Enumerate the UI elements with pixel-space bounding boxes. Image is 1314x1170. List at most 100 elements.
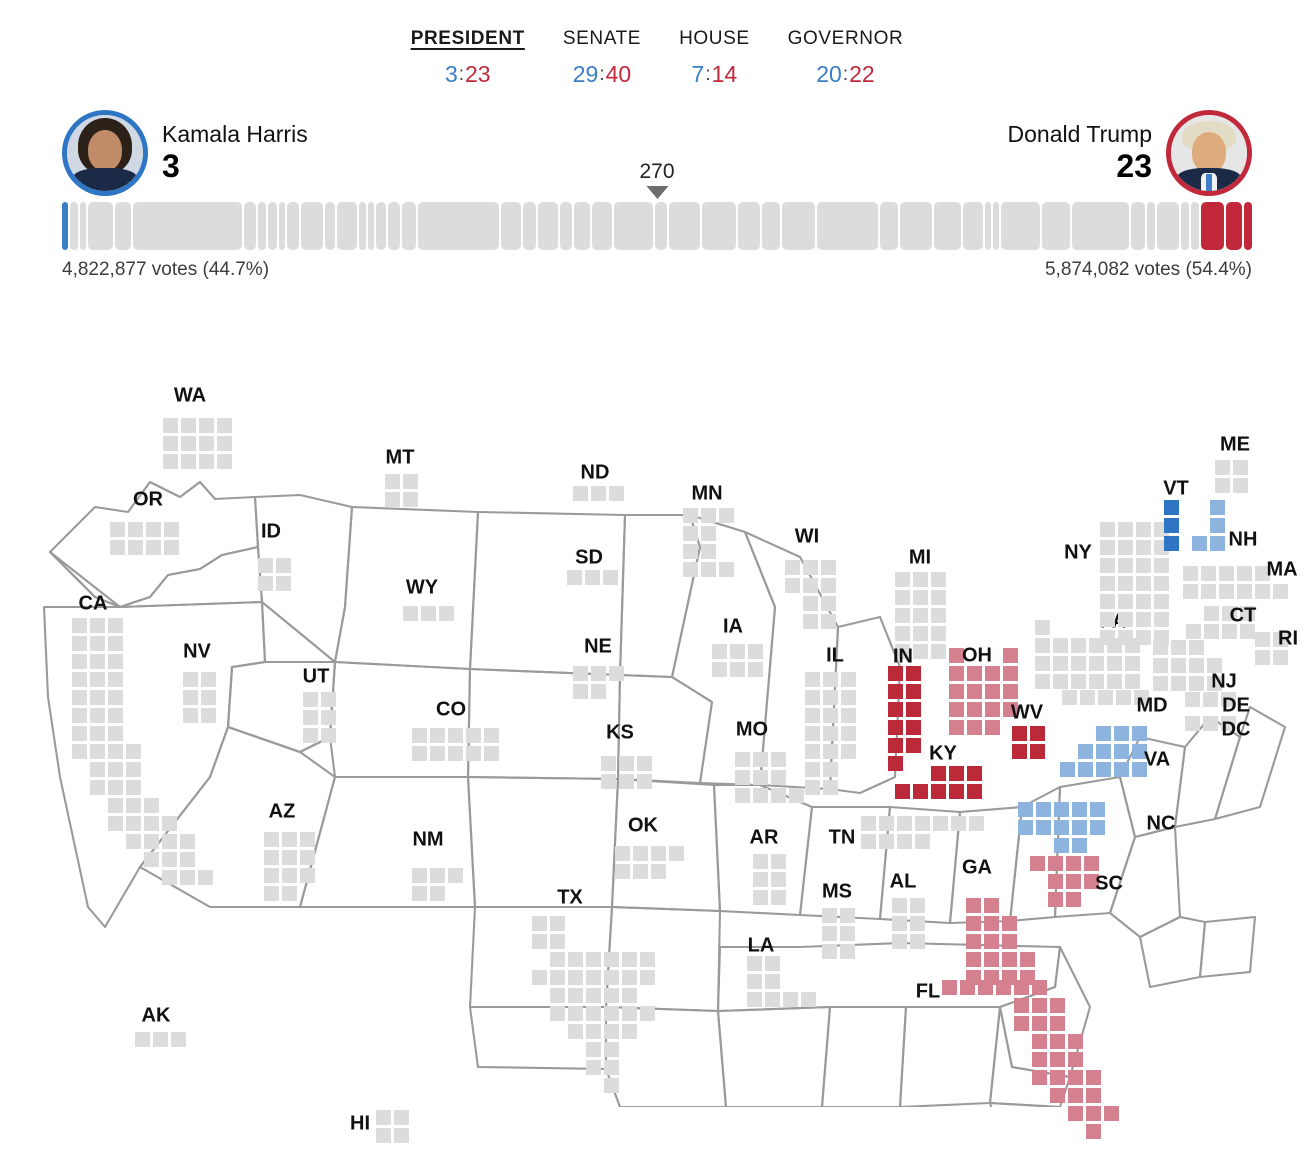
state-label-mn[interactable]: MN bbox=[691, 482, 723, 505]
state-label-ny[interactable]: NY bbox=[1064, 541, 1092, 564]
seat-bar[interactable] bbox=[62, 202, 1253, 250]
seat-bar-segment-ny[interactable] bbox=[1071, 202, 1129, 250]
state-label-ut[interactable]: UT bbox=[302, 665, 330, 688]
seat-bar-segment-fl[interactable] bbox=[816, 202, 878, 250]
us-electoral-map[interactable]: WA OR CA NV ID MT WY UT AZ NM CO ND SD NE KS OK TX MN IA MO… bbox=[0, 307, 1314, 1143]
seat-bar-segment-ms[interactable] bbox=[654, 202, 668, 250]
state-label-co[interactable]: CO bbox=[436, 698, 466, 721]
state-label-ms[interactable]: MS bbox=[822, 880, 852, 903]
seat-bar-segment-oh[interactable] bbox=[701, 202, 736, 250]
state-label-il[interactable]: IL bbox=[826, 644, 844, 667]
state-label-mt[interactable]: MT bbox=[385, 446, 415, 469]
seat-bar-segment-me[interactable] bbox=[1191, 202, 1200, 250]
seat-bar-segment-vt[interactable] bbox=[62, 202, 69, 250]
state-label-sd[interactable]: SD bbox=[575, 546, 603, 569]
state-label-de[interactable]: DE bbox=[1222, 694, 1250, 717]
seat-bar-segment-ks[interactable] bbox=[387, 202, 400, 250]
seat-bar-segment-pa[interactable] bbox=[1001, 202, 1040, 250]
seat-bar-segment-ma[interactable] bbox=[1156, 202, 1180, 250]
state-label-nv[interactable]: NV bbox=[183, 640, 211, 663]
state-label-or[interactable]: OR bbox=[133, 488, 163, 511]
state-label-al[interactable]: AL bbox=[889, 870, 917, 893]
seat-bar-segment-az[interactable] bbox=[300, 202, 324, 250]
race-tab-president[interactable]: PRESIDENT 3:23 bbox=[411, 28, 525, 88]
state-label-ga[interactable]: GA bbox=[962, 856, 992, 879]
seat-bar-segment-ga[interactable] bbox=[782, 202, 815, 250]
state-label-hi[interactable]: HI bbox=[350, 1112, 370, 1135]
seat-bar-segment-hi[interactable] bbox=[70, 202, 79, 250]
seat-bar-segment-ut[interactable] bbox=[286, 202, 299, 250]
seat-bar-segment-mt[interactable] bbox=[268, 202, 277, 250]
state-label-az[interactable]: AZ bbox=[268, 800, 296, 823]
race-tab-senate[interactable]: SENATE 29:40 bbox=[563, 28, 641, 88]
state-label-me[interactable]: ME bbox=[1220, 433, 1250, 456]
seat-bar-segment-id[interactable] bbox=[258, 202, 267, 250]
seat-bar-segment-or[interactable] bbox=[114, 202, 131, 250]
state-label-nm[interactable]: NM bbox=[412, 828, 444, 851]
seat-bar-segment-wa[interactable] bbox=[88, 202, 113, 250]
seat-bar-segment-wv[interactable] bbox=[1243, 202, 1253, 250]
state-label-sc[interactable]: SC bbox=[1095, 872, 1123, 895]
state-label-ne[interactable]: NE bbox=[584, 635, 612, 658]
seat-bar-segment-in[interactable] bbox=[1201, 202, 1224, 250]
seat-bar-segment-wi[interactable] bbox=[592, 202, 613, 250]
state-label-nc[interactable]: NC bbox=[1146, 812, 1176, 835]
seat-bar-segment-nc[interactable] bbox=[899, 202, 933, 250]
seat-bar-segment-al[interactable] bbox=[762, 202, 781, 250]
seat-bar-segment-nh[interactable] bbox=[1181, 202, 1190, 250]
state-label-ky[interactable]: KY bbox=[929, 742, 957, 765]
race-tab-house[interactable]: HOUSE 7:14 bbox=[679, 28, 750, 88]
seat-bar-segment-ok[interactable] bbox=[401, 202, 417, 250]
state-label-oh[interactable]: OH bbox=[962, 644, 992, 667]
seat-bar-segment-tx[interactable] bbox=[418, 202, 500, 250]
state-label-ca[interactable]: CA bbox=[78, 592, 108, 615]
state-label-ri[interactable]: RI bbox=[1278, 627, 1298, 650]
state-label-nj[interactable]: NJ bbox=[1211, 670, 1237, 693]
state-label-ia[interactable]: IA bbox=[723, 615, 743, 638]
seat-bar-segment-ia[interactable] bbox=[523, 202, 536, 250]
seat-bar-segment-sd[interactable] bbox=[367, 202, 374, 250]
seat-bar-segment-nj[interactable] bbox=[1041, 202, 1070, 250]
candidate-dem[interactable]: Kamala Harris 3 bbox=[62, 110, 308, 196]
state-label-wa[interactable]: WA bbox=[173, 384, 207, 407]
state-label-nd[interactable]: ND bbox=[580, 461, 610, 484]
seat-bar-segment-ca[interactable] bbox=[132, 202, 243, 250]
state-label-nh[interactable]: NH bbox=[1228, 528, 1258, 551]
state-label-ct[interactable]: CT bbox=[1229, 604, 1257, 627]
seat-bar-segment-nv[interactable] bbox=[244, 202, 257, 250]
seat-bar-segment-il[interactable] bbox=[614, 202, 653, 250]
state-label-la[interactable]: LA bbox=[747, 934, 775, 957]
state-label-fl[interactable]: FL bbox=[915, 980, 941, 1003]
seat-bar-segment-co[interactable] bbox=[337, 202, 358, 250]
seat-bar-segment-ar[interactable] bbox=[559, 202, 572, 250]
state-label-wi[interactable]: WI bbox=[794, 525, 820, 548]
seat-bar-segment-de[interactable] bbox=[993, 202, 1000, 250]
state-label-in[interactable]: IN bbox=[893, 645, 913, 668]
state-label-mi[interactable]: MI bbox=[908, 546, 932, 569]
seat-bar-segment-ky[interactable] bbox=[1225, 202, 1242, 250]
state-label-ok[interactable]: OK bbox=[628, 814, 658, 837]
race-tab-governor[interactable]: GOVERNOR 20:22 bbox=[788, 28, 904, 88]
seat-bar-segment-la[interactable] bbox=[573, 202, 591, 250]
seat-bar-segment-mn[interactable] bbox=[501, 202, 522, 250]
seat-bar-segment-wy[interactable] bbox=[278, 202, 285, 250]
state-label-va[interactable]: VA bbox=[1143, 748, 1171, 771]
state-label-dc[interactable]: DC bbox=[1221, 718, 1251, 741]
state-label-vt[interactable]: VT bbox=[1163, 477, 1189, 500]
seat-bar-segment-nd[interactable] bbox=[359, 202, 366, 250]
seat-bar-segment-nm[interactable] bbox=[325, 202, 336, 250]
seat-bar-segment-ri[interactable] bbox=[1146, 202, 1155, 250]
seat-bar-segment-ne[interactable] bbox=[375, 202, 386, 250]
seat-bar-segment-mo[interactable] bbox=[537, 202, 558, 250]
state-label-mo[interactable]: MO bbox=[735, 718, 769, 741]
state-label-wy[interactable]: WY bbox=[405, 576, 439, 599]
seat-bar-segment-dc[interactable] bbox=[984, 202, 991, 250]
state-label-ma[interactable]: MA bbox=[1266, 558, 1298, 581]
seat-bar-segment-mi[interactable] bbox=[669, 202, 700, 250]
state-label-ks[interactable]: KS bbox=[606, 721, 634, 744]
candidate-rep[interactable]: Donald Trump 23 bbox=[1008, 110, 1252, 196]
state-label-tx[interactable]: TX bbox=[557, 886, 583, 909]
seat-bar-segment-md[interactable] bbox=[962, 202, 983, 250]
state-label-id[interactable]: ID bbox=[261, 520, 281, 543]
seat-bar-segment-ct[interactable] bbox=[1130, 202, 1145, 250]
